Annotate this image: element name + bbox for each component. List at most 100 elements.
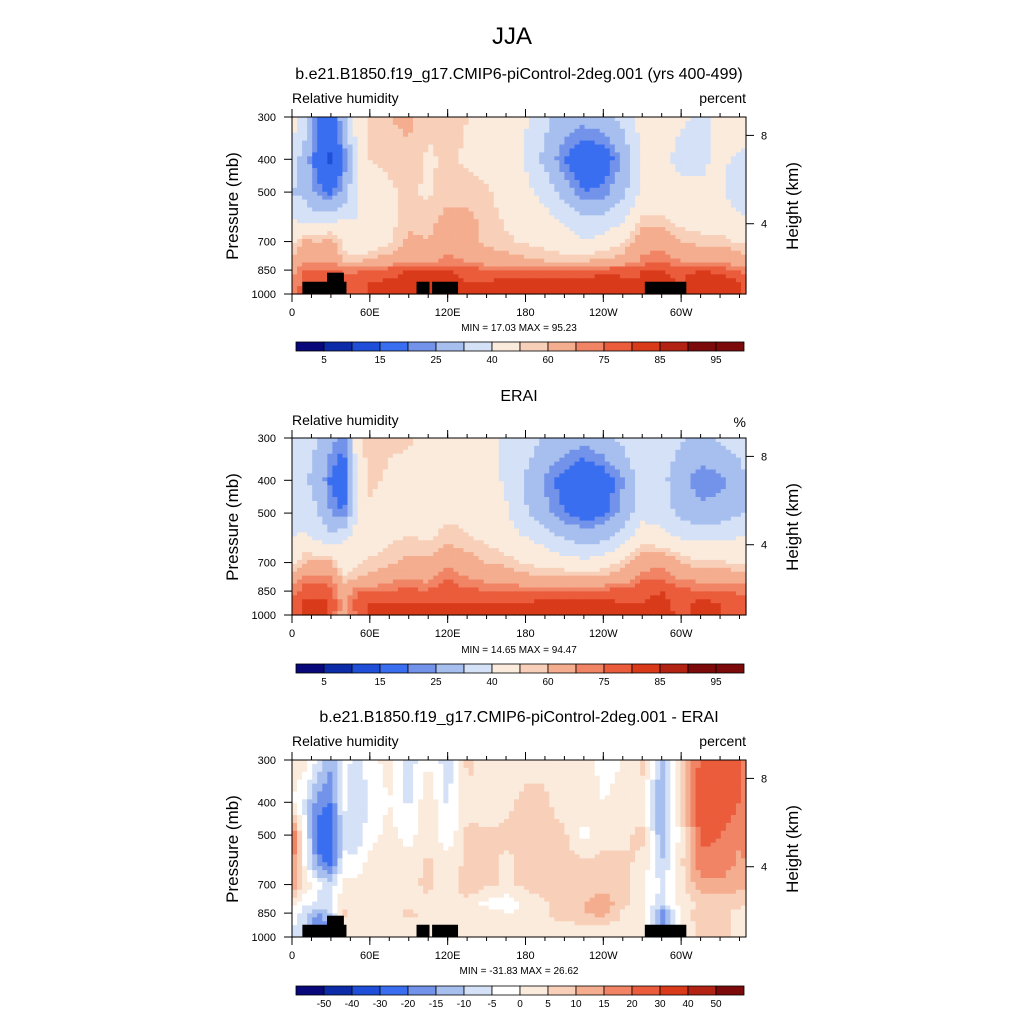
contour-cell [428, 191, 434, 197]
contour-cell [423, 235, 429, 240]
contour-cell [574, 274, 581, 279]
contour-cell [498, 140, 505, 146]
contour-cell [524, 223, 530, 228]
contour-cell [594, 172, 601, 177]
contour-cell [443, 215, 449, 220]
contour-cell [493, 203, 500, 209]
contour-cell [690, 250, 697, 256]
contour-cell [690, 238, 697, 244]
contour-cell [513, 457, 520, 463]
contour-cell [660, 117, 666, 122]
contour-cell [574, 187, 581, 193]
contour-cell [544, 117, 550, 122]
contour-cell [584, 286, 591, 291]
contour-cell [302, 461, 308, 467]
contour-cell [402, 231, 409, 236]
contour-cell [720, 207, 727, 212]
contour-cell [423, 160, 429, 165]
contour-cell [675, 438, 682, 443]
contour-cell [322, 274, 328, 279]
contour-cell [655, 449, 661, 455]
contour-cell [317, 136, 323, 142]
contour-cell [619, 223, 626, 228]
contour-cell [524, 140, 530, 146]
contour-cell [307, 215, 313, 220]
contour-cell [740, 242, 747, 248]
contour-cell [397, 231, 404, 236]
contour-cell [655, 215, 661, 220]
contour-cell [519, 117, 525, 122]
contour-cell [660, 223, 666, 228]
contour-cell [544, 449, 550, 455]
contour-cell [599, 152, 606, 157]
contour-cell [670, 136, 676, 142]
contour-cell [423, 449, 429, 455]
contour-cell [534, 172, 540, 177]
contour-cell [357, 449, 364, 455]
contour-cell [377, 270, 384, 275]
contour-cell [564, 172, 571, 177]
contour-cell [655, 258, 661, 264]
contour-cell [599, 461, 606, 467]
contour-cell [458, 140, 465, 146]
contour-cell [508, 449, 515, 455]
contour-cell [740, 227, 747, 232]
contour-cell [418, 164, 424, 169]
contour-cell [680, 274, 687, 279]
contour-cell [629, 258, 636, 264]
contour-cell [312, 124, 318, 130]
contour-cell [377, 441, 384, 447]
contour-cell [428, 270, 434, 275]
contour-cell [423, 469, 429, 474]
contour-cell [665, 461, 671, 467]
contour-cell [660, 242, 666, 248]
contour-cell [695, 148, 702, 153]
contour-cell [468, 262, 475, 268]
contour-cell [720, 140, 727, 146]
contour-cell [332, 441, 338, 447]
contour-cell [408, 258, 414, 264]
contour-cell [594, 152, 601, 157]
contour-cell [579, 465, 586, 471]
contour-cell [458, 223, 465, 228]
contour-cell [468, 132, 475, 138]
contour-cell [554, 144, 560, 150]
contour-cell [519, 183, 525, 189]
contour-cell [544, 290, 550, 295]
contour-cell [569, 164, 576, 169]
contour-cell [478, 148, 485, 153]
contour-cell [559, 238, 565, 244]
contour-cell [685, 290, 692, 295]
contour-cell [397, 191, 404, 197]
contour-cell [640, 172, 646, 177]
contour-cell [705, 183, 712, 189]
contour-cell [493, 270, 500, 275]
contour-cell [433, 438, 439, 443]
contour-cell [508, 215, 515, 220]
contour-cell [397, 238, 404, 244]
contour-cell [322, 465, 328, 471]
contour-cell [700, 117, 707, 122]
contour-cell [458, 274, 465, 279]
contour-cell [715, 270, 722, 275]
contour-cell [317, 140, 323, 146]
contour-cell [327, 262, 333, 268]
contour-cell [695, 136, 702, 142]
contour-cell [322, 278, 328, 283]
contour-cell [569, 227, 576, 232]
contour-cell [700, 128, 707, 134]
contour-cell [645, 258, 651, 264]
contour-cell [387, 449, 394, 455]
contour-cell [473, 124, 480, 130]
contour-cell [463, 449, 470, 455]
contour-cell [503, 282, 510, 287]
contour-cell [503, 191, 510, 197]
contour-cell [342, 164, 349, 169]
contour-cell [337, 438, 344, 443]
contour-cell [685, 227, 692, 232]
contour-cell [322, 144, 328, 150]
contour-cell [307, 235, 313, 240]
contour-cell [413, 152, 419, 157]
contour-cell [473, 191, 480, 197]
